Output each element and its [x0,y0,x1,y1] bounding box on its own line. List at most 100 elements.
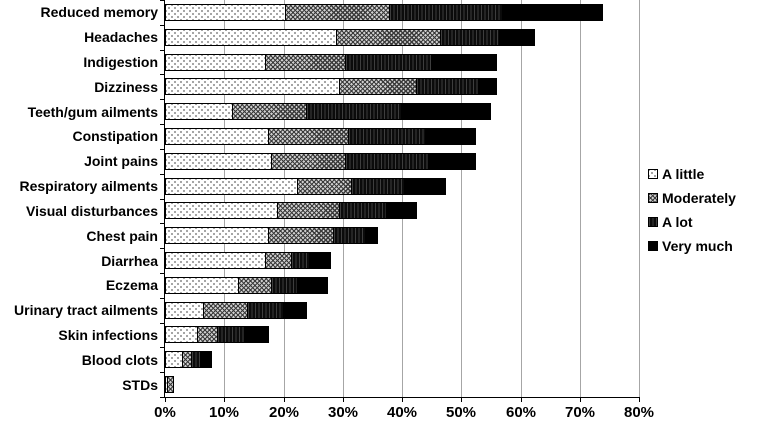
bar-segment-a-little [165,78,340,95]
legend-swatch-icon [648,217,658,227]
legend-item-moderately: Moderately [648,186,736,210]
x-tick-label: 20% [268,404,300,421]
bar-segment-a-lot [351,178,405,195]
category-label: Skin infections [58,327,158,343]
category-label: Joint pains [84,153,158,169]
y-axis-tick [160,0,164,1]
gridline-80% [639,0,640,397]
category-label: Indigestion [83,54,158,70]
x-axis-tick [224,398,225,402]
bar-segment-moderately [268,128,349,145]
bar-segment-very-much [502,4,603,21]
bar-segment-moderately [238,277,272,294]
y-axis-tick [160,323,164,324]
bar-segment-a-lot [348,128,426,145]
bar-segment-moderately [265,54,346,71]
x-axis-tick [461,398,462,402]
legend-label: Very much [662,238,733,254]
category-label: Eczema [105,277,158,293]
gridline-40% [402,0,403,397]
x-axis-tick [521,398,522,402]
legend-label: A little [662,166,705,182]
bar-segment-a-lot [389,4,503,21]
bar-segment-a-little [165,252,266,269]
bar-segment-a-lot [333,227,366,244]
bar-segment-a-lot [291,252,310,269]
y-axis-tick [160,99,164,100]
y-axis-tick [160,397,164,398]
bar-segment-a-little [165,103,233,120]
bar-segment-moderately [336,29,441,46]
x-tick-label: 40% [386,404,418,421]
legend-swatch-icon [648,241,658,251]
y-axis-tick [160,248,164,249]
category-label: Teeth/gum ailments [27,104,158,120]
bar-segment-a-lot [339,202,387,219]
bar-segment-a-little [165,302,204,319]
category-label: Headaches [84,29,158,45]
x-tick-label: 80% [623,404,655,421]
bar-segment-a-little [165,178,298,195]
bar-segment-moderately [203,302,248,319]
legend-item-very-much: Very much [648,234,736,258]
x-tick-label: 50% [445,404,477,421]
bar-segment-a-lot [217,326,245,343]
legend-swatch-icon [648,193,658,203]
bar-segment-moderately [197,326,218,343]
gridline-10% [224,0,225,397]
gridline-20% [284,0,285,397]
y-axis-tick [160,298,164,299]
x-axis-tick [343,398,344,402]
bar-segment-moderately [268,227,334,244]
y-axis-tick [160,25,164,26]
bar-segment-a-little [165,326,198,343]
gridline-30% [343,0,344,397]
legend-item-a-lot: A lot [648,210,736,234]
x-axis-tick [580,398,581,402]
y-axis-tick [160,199,164,200]
bar-segment-very-much [365,227,378,244]
bar-segment-very-much [309,252,331,269]
bar-segment-a-lot [247,302,284,319]
y-axis-tick [160,149,164,150]
x-tick-label: 70% [564,404,596,421]
category-label: Constipation [72,128,158,144]
x-tick-label: 30% [327,404,359,421]
category-label: Respiratory ailments [19,178,159,194]
bar-segment-a-little [165,4,286,21]
category-label: Diarrhea [101,253,158,269]
bar-segment-moderately [297,178,352,195]
y-axis-tick [160,223,164,224]
y-axis-tick [160,50,164,51]
x-axis-tick [284,398,285,402]
bar-segment-moderately [232,103,307,120]
x-axis-line [164,397,640,398]
bar-segment-a-little [165,128,269,145]
x-tick-label: 60% [505,404,537,421]
bar-segment-moderately [167,376,174,393]
bar-segment-a-lot [416,78,479,95]
bar-segment-moderately [285,4,390,21]
x-tick-label: 10% [208,404,240,421]
y-axis-tick [160,347,164,348]
legend-label: A lot [662,214,693,230]
bar-segment-very-much [283,302,307,319]
bar-segment-a-lot [306,103,402,120]
category-label: Urinary tract ailments [14,302,158,318]
bar-segment-moderately [277,202,340,219]
y-axis-tick [160,124,164,125]
category-label: Dizziness [94,79,158,95]
bar-segment-moderately [265,252,292,269]
bar-segment-very-much [401,103,491,120]
bar-segment-a-little [165,277,239,294]
y-axis-tick [160,174,164,175]
bar-segment-a-little [165,202,278,219]
x-axis-tick [402,398,403,402]
x-tick-label: 0% [154,404,176,421]
bar-segment-very-much [404,178,446,195]
bar-segment-a-little [165,54,266,71]
legend-swatch-icon [648,169,658,179]
bar-segment-a-little [165,227,269,244]
bar-segment-very-much [478,78,497,95]
bar-segment-very-much [200,351,212,368]
